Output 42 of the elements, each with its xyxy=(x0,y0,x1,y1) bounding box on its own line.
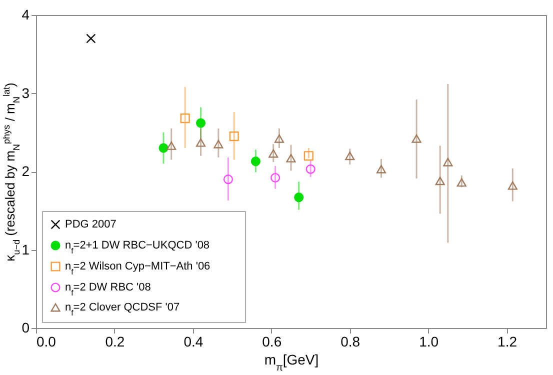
point xyxy=(274,134,284,143)
x-tick-label: 1.2 xyxy=(498,334,518,350)
point xyxy=(345,152,355,160)
x-tick-label: 0.2 xyxy=(105,334,125,350)
point xyxy=(196,118,206,128)
legend-label: PDG 2007 xyxy=(65,218,116,230)
point xyxy=(412,134,422,143)
x-axis-title: m$_{π}$[GeV] xyxy=(264,352,319,373)
point xyxy=(268,149,278,158)
point xyxy=(435,176,445,186)
x-tick-label: 0.4 xyxy=(184,334,204,350)
y-tick-label: 0 xyxy=(22,320,30,336)
point xyxy=(270,172,280,183)
point xyxy=(250,156,260,166)
x-tick-label: 0.8 xyxy=(340,334,360,350)
point xyxy=(86,34,96,44)
point xyxy=(166,141,176,150)
point xyxy=(158,143,168,153)
y-tick-label: 2 xyxy=(22,163,30,179)
point xyxy=(508,181,518,190)
point xyxy=(294,192,304,202)
y-tick-label: 4 xyxy=(22,6,30,22)
point xyxy=(306,164,316,174)
point xyxy=(214,140,224,148)
legend-label: n$_{f}$=2 DW RBC '08 xyxy=(65,282,151,297)
point xyxy=(304,151,314,161)
y-tick-label: 3 xyxy=(22,84,30,101)
legend-label: n$_{f}$=2+1 DW RBC−UKQCD '08 xyxy=(65,240,210,255)
point xyxy=(196,138,206,147)
x-tick-label: 1.0 xyxy=(419,334,439,350)
point xyxy=(180,114,190,124)
point xyxy=(456,178,466,187)
point xyxy=(443,158,453,166)
point xyxy=(376,164,386,174)
legend-label: n$_{f}$=2 Wilson Cyp−MIT−Ath '06 xyxy=(65,260,210,276)
x-tick-label: 0.0 xyxy=(36,334,56,350)
point xyxy=(286,154,296,162)
y-tick-label: 1 xyxy=(22,241,30,258)
point xyxy=(223,174,234,184)
point xyxy=(229,132,239,142)
x-tick-label: 0.6 xyxy=(262,334,282,350)
legend-label: n$_{f}$=2 Clover QCDSF '07 xyxy=(65,302,180,317)
